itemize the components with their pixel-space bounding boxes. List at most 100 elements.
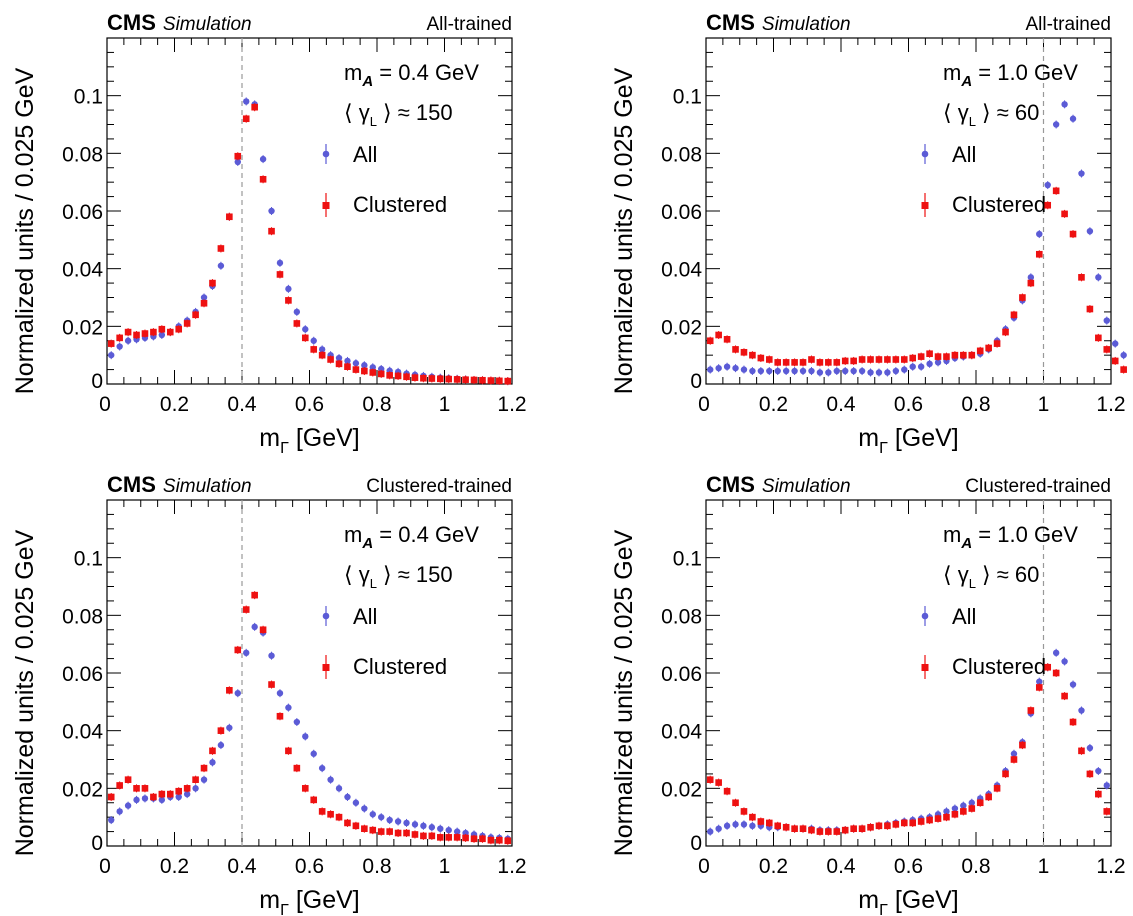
all-point	[1036, 230, 1043, 238]
all-point	[116, 343, 123, 350]
x-axis-label-sub: Γ	[280, 902, 289, 916]
clustered-point	[875, 822, 883, 830]
boost-subscript: L	[969, 576, 976, 591]
clustered-point	[723, 336, 731, 343]
y-tick-label: 0.08	[661, 143, 702, 166]
all-point	[243, 98, 250, 105]
legend-all-marker	[921, 612, 929, 620]
clustered-point	[318, 808, 326, 815]
all-point	[723, 822, 731, 830]
all-point	[960, 802, 967, 809]
cms-label: CMS Simulation	[706, 472, 851, 497]
x-tick-label: 1	[1038, 855, 1050, 878]
cms-label: CMS Simulation	[107, 472, 252, 497]
y-axis-label: Normalized units / 0.025 GeV	[11, 529, 39, 856]
clustered-point	[192, 311, 199, 319]
all-point	[302, 733, 309, 740]
x-axis-label-sub: Γ	[280, 440, 289, 457]
all-point	[1078, 707, 1085, 714]
clustered-point	[850, 825, 857, 832]
clustered-point	[715, 779, 722, 786]
all-point	[766, 367, 773, 375]
y-tick-label: 0.02	[661, 778, 702, 801]
clustered-point	[917, 353, 925, 360]
clustered-point	[757, 818, 765, 825]
clustered-point	[960, 351, 967, 359]
clustered-point	[420, 832, 427, 840]
x-tick-label: 0.4	[227, 855, 257, 878]
clustered-point	[166, 790, 174, 798]
all-point	[1103, 317, 1110, 324]
clustered-point	[377, 828, 385, 835]
all-point	[943, 808, 950, 815]
x-tick-label: 0.4	[826, 855, 856, 878]
all-point	[310, 337, 317, 344]
clustered-point	[242, 115, 250, 123]
all-point	[335, 354, 343, 362]
all-point	[707, 828, 714, 835]
clustered-point	[782, 823, 790, 831]
clustered-point	[504, 837, 512, 845]
clustered-point	[183, 320, 191, 327]
clustered-point	[1044, 663, 1052, 671]
clustered-point	[782, 359, 790, 366]
clustered-point	[909, 819, 917, 827]
clustered-point	[310, 346, 318, 353]
clustered-point	[951, 810, 959, 818]
clustered-point	[318, 351, 326, 359]
all-point	[453, 828, 461, 835]
clustered-point	[141, 785, 149, 792]
x-tick-label: 1.2	[1096, 393, 1125, 416]
all-point	[749, 822, 756, 830]
legend-all-label: All	[353, 604, 377, 629]
mass-symbol: m	[943, 522, 961, 547]
boost-prefix: ⟨ γ	[943, 100, 969, 125]
panel-title: Clustered-trained	[965, 476, 1111, 497]
clustered-point	[285, 297, 292, 304]
all-point	[875, 369, 883, 376]
clustered-point	[217, 727, 225, 734]
all-point	[116, 808, 123, 815]
legend-clustered-marker	[921, 202, 929, 209]
clustered-point	[917, 818, 925, 825]
all-point	[782, 367, 790, 375]
clustered-point	[259, 175, 267, 183]
y-tick-label: 0.02	[661, 316, 702, 339]
all-point	[757, 367, 765, 375]
x-axis-label-sub: Γ	[879, 902, 888, 916]
clustered-point	[436, 375, 444, 383]
y-tick-label: 0.1	[673, 86, 702, 109]
clustered-point	[268, 681, 275, 688]
y-tick-label: 0.1	[74, 86, 103, 109]
y-tick-label: 0.08	[62, 605, 103, 628]
x-tick-label: 0.4	[227, 393, 257, 416]
y-tick-label: 0.06	[661, 201, 702, 224]
all-point	[1069, 681, 1077, 688]
clustered-point	[1078, 747, 1085, 755]
clustered-point	[1027, 707, 1035, 714]
y-tick-label: 0.04	[661, 721, 702, 744]
all-point	[108, 351, 115, 359]
boost-prefix: ⟨ γ	[344, 100, 370, 125]
clustered-point	[301, 334, 309, 342]
all-point	[740, 821, 748, 828]
clustered-point	[900, 356, 908, 363]
clustered-point	[200, 764, 208, 772]
legend-all-marker	[322, 612, 330, 620]
clustered-point	[487, 836, 495, 844]
all-point	[302, 326, 309, 333]
chart-panel-3: CMS Simulation Clustered-trained 0 0.2 0.4 0.6…	[11, 472, 527, 916]
y-axis-label: Normalized units / 0.025 GeV	[11, 67, 39, 394]
clustered-point	[411, 374, 419, 381]
x-tick-label: 1	[1038, 393, 1050, 416]
all-point	[934, 359, 942, 366]
plot-frame	[705, 37, 1112, 385]
clustered-point	[226, 213, 233, 221]
clustered-point	[1035, 684, 1043, 691]
boost-subscript: L	[969, 114, 976, 129]
clustered-point	[166, 328, 174, 336]
x-axis-label: mΓ [GeV]	[259, 886, 360, 916]
clustered-point	[335, 360, 343, 368]
all-point	[1095, 767, 1102, 775]
clustered-point	[158, 325, 166, 333]
